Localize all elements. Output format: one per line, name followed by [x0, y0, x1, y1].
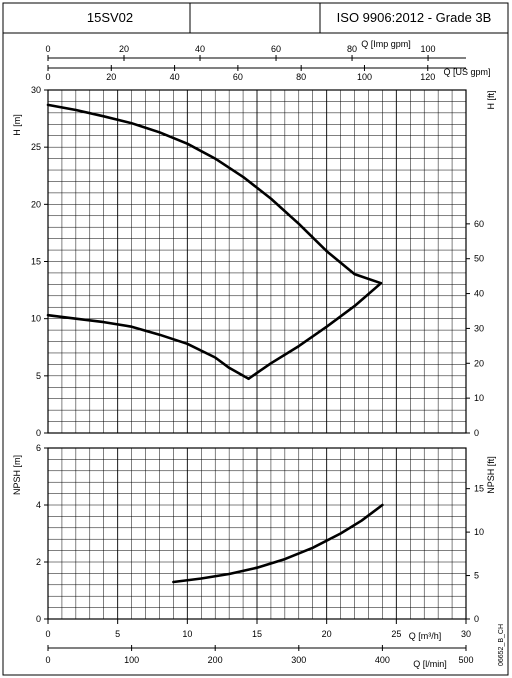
m3h-tick-label: 20: [322, 629, 332, 639]
npsh-right-ytick-label: 15: [474, 484, 484, 494]
head-ytick-label: 10: [31, 314, 41, 324]
lmin-axis-label: Q [l/min]: [413, 659, 447, 669]
npsh-ytick-label: 0: [36, 614, 41, 624]
m3h-tick-label: 10: [182, 629, 192, 639]
npsh-ytick-label: 6: [36, 443, 41, 453]
imp-gpm-tick-label: 60: [271, 44, 281, 54]
npsh-axis-label: NPSH [m]: [12, 455, 22, 495]
head-ytick-label: 20: [31, 199, 41, 209]
npsh-right-ytick-label: 0: [474, 614, 479, 624]
npsh-right-ytick-label: 5: [474, 571, 479, 581]
npsh-ytick-label: 4: [36, 500, 41, 510]
lmin-tick-label: 200: [208, 655, 223, 665]
us-gpm-tick-label: 40: [170, 72, 180, 82]
model-label: 15SV02: [87, 10, 133, 25]
head-ytick-label: 30: [31, 85, 41, 95]
lmin-tick-label: 400: [375, 655, 390, 665]
npsh-ft-axis-label: NPSH [ft]: [486, 456, 496, 494]
imp-gpm-tick-label: 40: [195, 44, 205, 54]
us-gpm-tick-label: 60: [233, 72, 243, 82]
head-right-ytick-label: 40: [474, 289, 484, 299]
npsh-curve-0: [172, 503, 384, 584]
head-curve-1: [46, 313, 250, 381]
m3h-tick-label: 5: [115, 629, 120, 639]
imp-gpm-tick-label: 0: [45, 44, 50, 54]
head-ytick-label: 5: [36, 371, 41, 381]
imp-gpm-tick-label: 80: [347, 44, 357, 54]
us-gpm-tick-label: 80: [296, 72, 306, 82]
m3h-axis-label: Q [m³/h]: [409, 631, 442, 641]
us-gpm-tick-label: 120: [420, 72, 435, 82]
h-axis-label: H [m]: [12, 114, 22, 136]
head-ytick-label: 15: [31, 257, 41, 267]
us-gpm-axis-label: Q [US gpm]: [443, 67, 490, 77]
imp-gpm-tick-label: 20: [119, 44, 129, 54]
head-right-ytick-label: 0: [474, 428, 479, 438]
lmin-tick-label: 300: [291, 655, 306, 665]
m3h-tick-label: 25: [391, 629, 401, 639]
head-curve-2: [247, 281, 383, 381]
curve-layer: [46, 103, 384, 584]
standard-label: ISO 9906:2012 - Grade 3B: [337, 10, 492, 25]
imp-gpm-axis-label: Q [Imp gpm]: [361, 39, 411, 49]
lmin-tick-label: 0: [45, 655, 50, 665]
m3h-tick-label: 30: [461, 629, 471, 639]
npsh-right-ytick-label: 10: [474, 527, 484, 537]
head-ytick-label: 0: [36, 428, 41, 438]
grid-layer: [44, 55, 470, 651]
m3h-tick-label: 0: [45, 629, 50, 639]
h-ft-axis-label: H [ft]: [486, 90, 496, 109]
m3h-tick-label: 15: [252, 629, 262, 639]
head-curve-0: [46, 103, 383, 285]
lmin-tick-label: 500: [458, 655, 473, 665]
head-right-ytick-label: 30: [474, 323, 484, 333]
us-gpm-tick-label: 20: [106, 72, 116, 82]
head-right-ytick-label: 10: [474, 393, 484, 403]
head-right-ytick-label: 50: [474, 254, 484, 264]
outer-frame: [2, 32, 509, 676]
us-gpm-tick-label: 100: [357, 72, 372, 82]
lmin-tick-label: 100: [124, 655, 139, 665]
document-code: 06652_B_CH: [498, 624, 505, 666]
head-ytick-label: 25: [31, 142, 41, 152]
npsh-ytick-label: 2: [36, 557, 41, 567]
us-gpm-tick-label: 0: [45, 72, 50, 82]
head-right-ytick-label: 20: [474, 358, 484, 368]
head-right-ytick-label: 60: [474, 219, 484, 229]
imp-gpm-tick-label: 100: [421, 44, 436, 54]
